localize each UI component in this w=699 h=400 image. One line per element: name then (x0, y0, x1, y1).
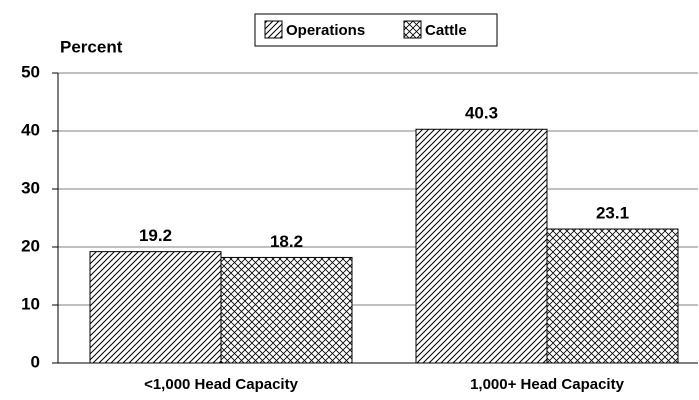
y-tick-label: 0 (31, 352, 40, 371)
value-label: 19.2 (139, 226, 172, 245)
legend-swatch (403, 20, 422, 39)
y-tick-label: 40 (21, 120, 40, 139)
value-label: 23.1 (596, 204, 629, 223)
legend-label: Cattle (425, 22, 467, 39)
bar (89, 251, 222, 364)
legend-label: Operations (286, 22, 365, 39)
y-tick-label: 10 (21, 294, 40, 313)
bar (220, 256, 353, 364)
y-tick-label: 50 (21, 62, 40, 81)
bar (415, 128, 548, 364)
value-label: 40.3 (465, 104, 498, 123)
y-tick-label: 30 (21, 178, 40, 197)
value-label: 18.2 (270, 232, 303, 251)
legend-box (254, 13, 498, 47)
y-axis-label: Percent (60, 37, 123, 56)
x-tick-label: <1,000 Head Capacity (144, 376, 298, 393)
x-tick-label: 1,000+ Head Capacity (470, 376, 624, 393)
legend-swatch (264, 20, 283, 39)
bar (546, 228, 679, 364)
y-tick-label: 20 (21, 236, 40, 255)
